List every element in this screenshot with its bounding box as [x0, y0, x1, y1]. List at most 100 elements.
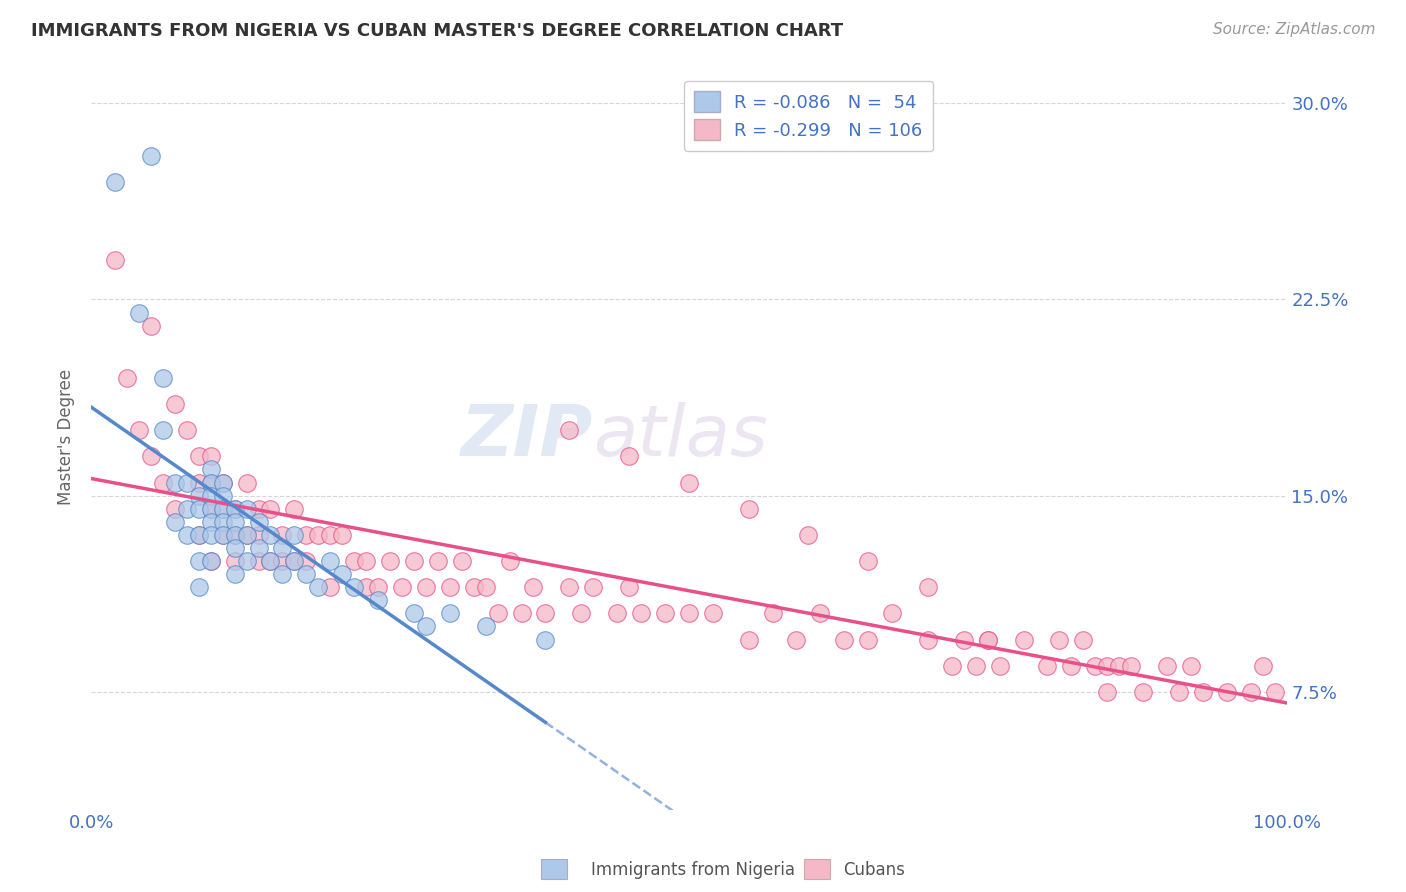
Point: [486, 607, 509, 621]
Point: [152, 371, 174, 385]
Point: [200, 450, 222, 464]
Y-axis label: Master's Degree: Master's Degree: [58, 368, 75, 505]
Text: ZIP: ZIP: [461, 402, 593, 471]
Point: [224, 501, 246, 516]
Point: [977, 632, 1000, 647]
Point: [224, 515, 246, 529]
Point: [367, 593, 389, 607]
Point: [200, 528, 222, 542]
Point: [139, 148, 162, 162]
Point: [152, 423, 174, 437]
Point: [761, 607, 783, 621]
Point: [498, 554, 520, 568]
Point: [808, 607, 831, 621]
Point: [271, 528, 294, 542]
Point: [880, 607, 903, 621]
Point: [1168, 685, 1191, 699]
Point: [200, 554, 222, 568]
Point: [832, 632, 855, 647]
Point: [534, 632, 557, 647]
Point: [128, 423, 150, 437]
Point: [163, 515, 186, 529]
Point: [330, 567, 353, 582]
Point: [474, 619, 496, 633]
Point: [630, 607, 652, 621]
Point: [139, 450, 162, 464]
Point: [163, 501, 186, 516]
Point: [569, 607, 592, 621]
Point: [402, 554, 425, 568]
Point: [200, 462, 222, 476]
Point: [678, 475, 700, 490]
Point: [1240, 685, 1263, 699]
Point: [259, 501, 281, 516]
Point: [1251, 658, 1274, 673]
Point: [152, 475, 174, 490]
Point: [941, 658, 963, 673]
Point: [582, 580, 605, 594]
Point: [319, 554, 342, 568]
Point: [211, 528, 233, 542]
Point: [1192, 685, 1215, 699]
Point: [1097, 685, 1119, 699]
Point: [283, 501, 305, 516]
Point: [558, 423, 581, 437]
Point: [1108, 658, 1130, 673]
Point: [1156, 658, 1178, 673]
Point: [200, 554, 222, 568]
Point: [104, 175, 127, 189]
Point: [1180, 658, 1202, 673]
Point: [224, 554, 246, 568]
Point: [617, 580, 640, 594]
Point: [163, 475, 186, 490]
Point: [224, 528, 246, 542]
Point: [176, 501, 198, 516]
Point: [163, 397, 186, 411]
Point: [343, 554, 366, 568]
Point: [953, 632, 976, 647]
Point: [283, 554, 305, 568]
Point: [200, 475, 222, 490]
Point: [402, 607, 425, 621]
Point: [211, 515, 233, 529]
Point: [307, 528, 329, 542]
Point: [235, 554, 257, 568]
Point: [617, 450, 640, 464]
Point: [235, 501, 257, 516]
Point: [259, 528, 281, 542]
Point: [378, 554, 401, 568]
Point: [247, 515, 270, 529]
Point: [1097, 658, 1119, 673]
Point: [702, 607, 724, 621]
Point: [1036, 658, 1059, 673]
Point: [211, 475, 233, 490]
Point: [283, 554, 305, 568]
Text: atlas: atlas: [593, 402, 768, 471]
Point: [211, 528, 233, 542]
Point: [606, 607, 628, 621]
Point: [797, 528, 820, 542]
Point: [259, 554, 281, 568]
Point: [463, 580, 485, 594]
Point: [522, 580, 544, 594]
Point: [295, 554, 318, 568]
Text: Cubans: Cubans: [844, 861, 905, 879]
Point: [917, 580, 939, 594]
Point: [965, 658, 987, 673]
Point: [1060, 658, 1083, 673]
Point: [247, 528, 270, 542]
Point: [224, 528, 246, 542]
Point: [176, 475, 198, 490]
Point: [187, 528, 209, 542]
Point: [187, 528, 209, 542]
Point: [104, 253, 127, 268]
Point: [295, 567, 318, 582]
Legend: R = -0.086   N =  54, R = -0.299   N = 106: R = -0.086 N = 54, R = -0.299 N = 106: [683, 80, 934, 151]
Point: [271, 554, 294, 568]
Point: [534, 607, 557, 621]
Point: [1073, 632, 1095, 647]
Point: [235, 475, 257, 490]
Point: [354, 554, 377, 568]
Text: Source: ZipAtlas.com: Source: ZipAtlas.com: [1212, 22, 1375, 37]
Point: [415, 619, 437, 633]
